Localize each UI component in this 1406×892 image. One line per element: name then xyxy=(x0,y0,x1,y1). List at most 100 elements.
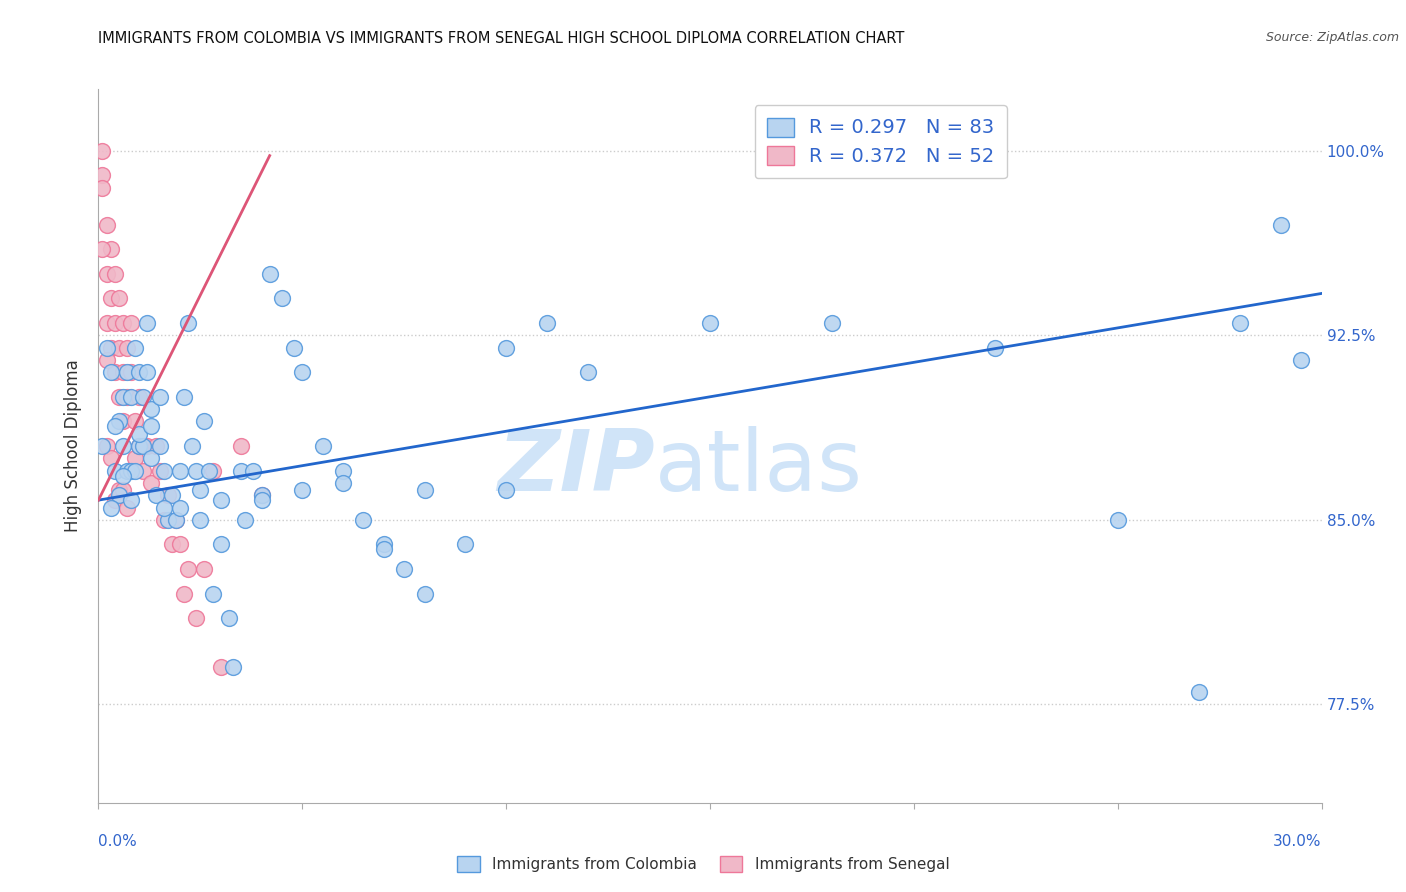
Point xyxy=(165,513,187,527)
Point xyxy=(115,390,138,404)
Point xyxy=(100,365,122,379)
Point xyxy=(104,419,127,434)
Point xyxy=(100,291,122,305)
Point xyxy=(96,267,118,281)
Point xyxy=(188,513,212,527)
Point xyxy=(104,464,127,478)
Point xyxy=(111,468,134,483)
Point xyxy=(495,483,517,498)
Point xyxy=(104,267,127,281)
Point xyxy=(141,451,163,466)
Text: ZIP: ZIP xyxy=(498,425,655,509)
Point xyxy=(108,414,131,428)
Point xyxy=(270,291,294,305)
Point xyxy=(108,483,131,498)
Point xyxy=(259,267,281,281)
Point xyxy=(169,537,191,551)
Text: IMMIGRANTS FROM COLOMBIA VS IMMIGRANTS FROM SENEGAL HIGH SCHOOL DIPLOMA CORRELAT: IMMIGRANTS FROM COLOMBIA VS IMMIGRANTS F… xyxy=(98,31,905,46)
Point xyxy=(201,464,224,478)
Point xyxy=(1270,218,1292,232)
Point xyxy=(156,488,179,502)
Text: 30.0%: 30.0% xyxy=(1274,834,1322,849)
Point xyxy=(209,493,232,508)
Text: atlas: atlas xyxy=(655,425,863,509)
Point xyxy=(91,144,114,158)
Point xyxy=(149,439,172,453)
Point xyxy=(495,341,517,355)
Point xyxy=(128,439,150,453)
Point xyxy=(115,341,138,355)
Point xyxy=(149,390,172,404)
Point xyxy=(169,464,191,478)
Point xyxy=(111,316,134,330)
Point xyxy=(145,488,167,502)
Point xyxy=(250,493,273,508)
Point xyxy=(124,464,146,478)
Point xyxy=(152,464,174,478)
Point xyxy=(96,352,118,367)
Point xyxy=(96,218,118,232)
Point xyxy=(111,439,134,453)
Point xyxy=(193,414,215,428)
Point xyxy=(242,464,264,478)
Point xyxy=(312,439,335,453)
Point xyxy=(186,611,208,625)
Point xyxy=(100,242,122,256)
Text: 0.0%: 0.0% xyxy=(98,834,138,849)
Point xyxy=(104,493,127,508)
Point xyxy=(91,439,114,453)
Point xyxy=(699,316,721,330)
Point xyxy=(177,316,200,330)
Point xyxy=(193,562,215,576)
Point xyxy=(124,414,146,428)
Point xyxy=(120,493,142,508)
Point xyxy=(136,365,159,379)
Point xyxy=(111,483,134,498)
Point xyxy=(108,488,131,502)
Point xyxy=(91,180,114,194)
Point xyxy=(1291,352,1313,367)
Point xyxy=(141,475,163,490)
Point xyxy=(111,414,134,428)
Point xyxy=(108,390,131,404)
Point xyxy=(149,464,172,478)
Point xyxy=(413,483,436,498)
Point xyxy=(576,365,599,379)
Point xyxy=(136,439,159,453)
Point xyxy=(120,390,142,404)
Point xyxy=(1188,685,1211,699)
Point xyxy=(124,451,146,466)
Point xyxy=(160,488,183,502)
Point xyxy=(100,341,122,355)
Point xyxy=(115,500,138,515)
Point xyxy=(115,464,138,478)
Point xyxy=(160,537,183,551)
Point xyxy=(104,316,127,330)
Point xyxy=(120,464,142,478)
Point xyxy=(152,513,174,527)
Point xyxy=(454,537,477,551)
Point xyxy=(233,513,256,527)
Point xyxy=(128,439,150,453)
Point xyxy=(108,291,131,305)
Point xyxy=(128,390,150,404)
Point xyxy=(332,475,354,490)
Point xyxy=(222,660,245,674)
Point xyxy=(1229,316,1251,330)
Point xyxy=(169,500,191,515)
Point xyxy=(332,464,354,478)
Point xyxy=(536,316,558,330)
Point xyxy=(111,390,134,404)
Point xyxy=(209,660,232,674)
Point xyxy=(291,365,314,379)
Point xyxy=(165,513,187,527)
Point xyxy=(413,587,436,601)
Point xyxy=(128,365,150,379)
Point xyxy=(108,341,131,355)
Point xyxy=(231,464,253,478)
Point xyxy=(100,500,122,515)
Point xyxy=(100,451,122,466)
Legend: R = 0.297   N = 83, R = 0.372   N = 52: R = 0.297 N = 83, R = 0.372 N = 52 xyxy=(755,105,1007,178)
Point xyxy=(250,488,273,502)
Point xyxy=(132,390,155,404)
